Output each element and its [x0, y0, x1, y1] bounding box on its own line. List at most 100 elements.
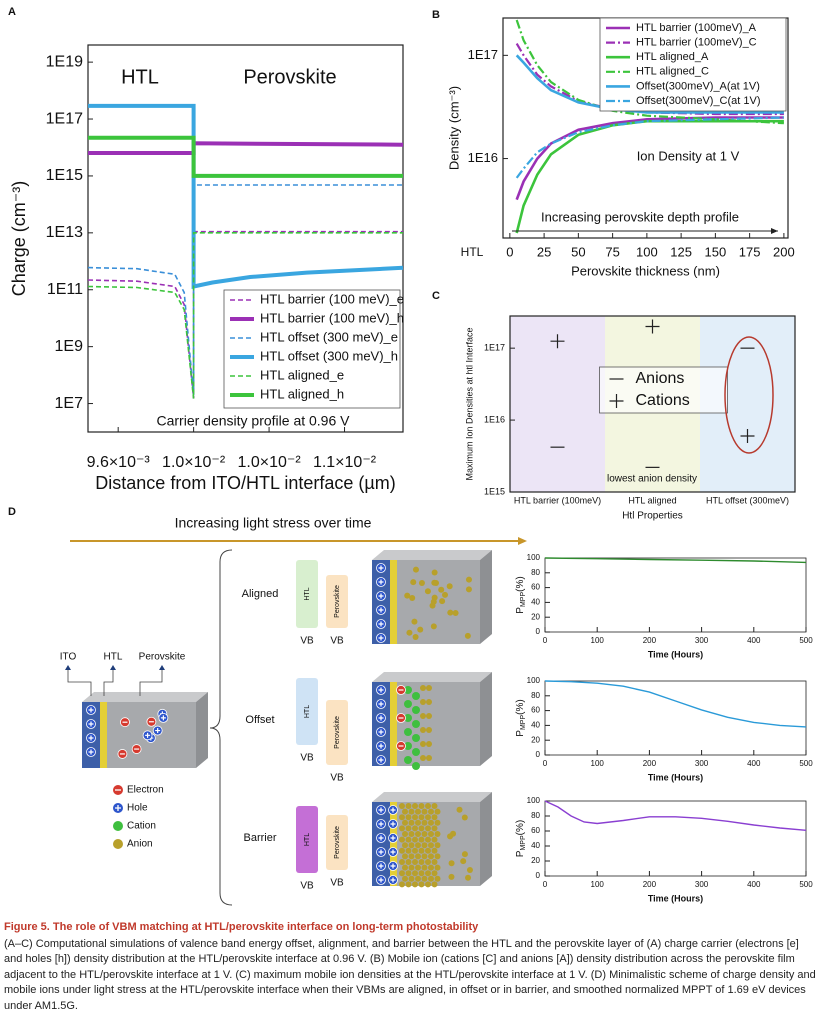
- anion: [421, 864, 428, 871]
- hole-sign: [378, 621, 384, 627]
- figure: 1E19 1E17 1E15 1E13 1E11 1E9 1E7 9.6×10⁻³ 1.0×10…: [8, 6, 814, 906]
- legend-label: Electron: [127, 785, 164, 796]
- annotation: Increasing perovskite depth profile: [541, 209, 739, 224]
- y-tick-label: 0: [536, 627, 541, 636]
- anion: [456, 806, 463, 813]
- y-tick-label: 80: [531, 691, 540, 700]
- legend-label: HTL aligned_e: [260, 367, 344, 382]
- device-side: [480, 550, 492, 644]
- y-tick-label: 1E9: [55, 338, 84, 355]
- hole-sign: [378, 821, 384, 827]
- anion: [411, 618, 418, 625]
- x-tick-label: 125: [670, 244, 692, 259]
- anion: [431, 870, 438, 877]
- perovskite-layer: [397, 560, 480, 644]
- anion: [408, 808, 415, 815]
- cation: [404, 700, 412, 708]
- y-axis-label-tail: (%): [515, 699, 526, 715]
- anion: [466, 866, 473, 873]
- anion: [426, 755, 432, 761]
- anion: [425, 836, 431, 843]
- legend-box: [599, 366, 728, 414]
- y-axis-label-tail: (%): [515, 576, 526, 592]
- anion: [460, 858, 467, 865]
- legend-label: HTL offset (300 meV)_h: [260, 348, 398, 363]
- anion: [405, 859, 412, 865]
- legend-label: Cations: [636, 392, 690, 409]
- anion: [412, 870, 418, 877]
- cation: [412, 706, 420, 714]
- line-series: [515, 54, 784, 114]
- perovskite-band: [326, 815, 348, 870]
- hole-sign: [378, 835, 384, 841]
- x-tick-label: 200: [773, 244, 795, 259]
- anion: [420, 755, 426, 761]
- anion: [408, 831, 415, 837]
- y-tick-label: 100: [527, 796, 541, 805]
- line-series: [515, 19, 784, 125]
- y-tick-label: 1E16: [468, 150, 498, 165]
- hole-sign: [390, 807, 396, 813]
- anion: [421, 808, 428, 815]
- htl-layer: [100, 702, 107, 768]
- band-label: HTL: [304, 705, 311, 718]
- chart-4: 0 20 40 60 80 100 0 100 200 300 400 500 Time (Hours)…: [515, 676, 814, 782]
- x-tick-label: 1.1×10⁻²: [313, 454, 377, 471]
- marker: [645, 319, 660, 334]
- annotation: Carrier density profile at 0.96 V: [157, 413, 351, 429]
- hole-sign: [378, 877, 384, 883]
- anion: [408, 864, 415, 871]
- legend-label: Hole: [127, 803, 148, 814]
- x-tick-label: 200: [643, 636, 657, 645]
- anion: [420, 685, 426, 691]
- legend-label: Anion: [127, 839, 153, 850]
- legend-box: [223, 289, 401, 409]
- anion: [405, 814, 412, 821]
- panel-label: C: [432, 290, 440, 302]
- anion: [412, 859, 418, 865]
- anion: [428, 819, 434, 826]
- anion: [465, 874, 472, 881]
- hole-sign: [378, 593, 384, 599]
- anion: [415, 819, 421, 826]
- anion: [418, 859, 425, 865]
- x-category-label: HTL offset (300meV): [706, 495, 789, 505]
- anion: [415, 842, 421, 849]
- y-tick-label: 1E11: [47, 281, 83, 298]
- x-axis-label: Time (Hours): [648, 893, 703, 903]
- anion: [399, 881, 405, 888]
- x-tick-label: 100: [591, 636, 605, 645]
- anion: [399, 847, 405, 854]
- htl-band: [296, 560, 318, 628]
- anion: [412, 836, 418, 843]
- anion: [442, 591, 449, 598]
- hole-sign: [378, 849, 384, 855]
- y-tick-label: 20: [531, 735, 540, 744]
- x-tick-label: 200: [643, 880, 657, 889]
- anion: [415, 853, 421, 860]
- row-label: Offset: [245, 714, 274, 726]
- legend-label: HTL barrier (100 meV)_h: [260, 310, 404, 325]
- anion: [431, 825, 438, 832]
- anion: [405, 836, 412, 843]
- plot-frame: [509, 315, 796, 493]
- anion: [465, 576, 472, 583]
- y-axis-label-sub: MPP: [520, 835, 527, 851]
- device-top: [82, 692, 208, 702]
- y-axis-label: Charge (cm⁻³): [9, 181, 29, 297]
- anion: [431, 814, 438, 821]
- anion: [431, 836, 438, 843]
- anion: [420, 741, 426, 747]
- anion: [434, 819, 441, 826]
- x-tick-label: 400: [747, 636, 761, 645]
- anion: [448, 860, 455, 867]
- anion: [418, 580, 425, 587]
- hole-sign: [88, 749, 94, 755]
- cation: [412, 734, 420, 742]
- anion: [405, 803, 412, 809]
- highlight-ellipse: [724, 336, 774, 454]
- chart-5: 0 20 40 60 80 100 0 100 200 300 400 500 Time (Hours)…: [515, 796, 814, 903]
- x-axis-label: Time (Hours): [648, 772, 703, 782]
- anion: [447, 833, 454, 840]
- anion: [405, 825, 412, 832]
